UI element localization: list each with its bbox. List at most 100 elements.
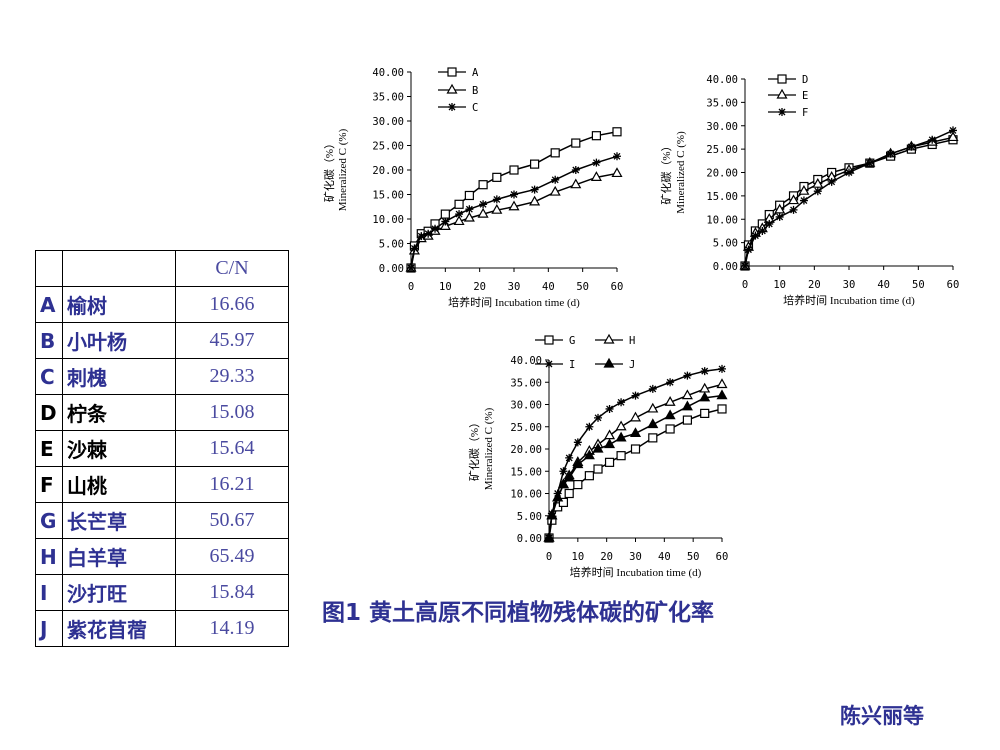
series-line: [548, 368, 723, 539]
table-cell: H: [35, 538, 63, 575]
marker: [590, 171, 602, 181]
marker: [479, 200, 488, 209]
marker: [907, 142, 916, 151]
marker: [629, 411, 642, 422]
y-tick-label: 35.00: [372, 92, 404, 104]
x-tick-label: 10: [773, 279, 786, 291]
x-tick-label: 30: [843, 279, 856, 291]
y-tick-label: 40.00: [706, 74, 738, 86]
y-tick-label: 40.00: [510, 355, 542, 367]
marker: [455, 210, 464, 219]
marker: [777, 74, 787, 84]
series-line: [410, 172, 618, 269]
x-tick-label: 0: [546, 551, 552, 563]
marker: [928, 135, 937, 144]
marker: [886, 149, 895, 158]
table-cell: B: [35, 322, 63, 359]
marker: [716, 389, 728, 400]
cn-table: C/N A 榆树 16.66 B 小叶杨 45.97 C 刺槐 29.33 D 柠条 15.08 E 沙棘 1…: [35, 250, 289, 647]
series-line: [744, 129, 954, 267]
marker: [592, 442, 604, 453]
legend-label: I: [569, 359, 575, 371]
marker: [545, 360, 553, 368]
table-cell: 15.84: [175, 574, 289, 611]
marker: [550, 148, 560, 158]
table-cell: 山桃: [62, 466, 176, 503]
marker: [546, 509, 558, 520]
table-cell: 白羊草: [62, 538, 176, 575]
x-tick-label: 50: [687, 551, 700, 563]
marker: [603, 357, 615, 368]
marker: [865, 159, 874, 168]
y-tick-label: 20.00: [372, 165, 404, 177]
y-tick-label: 25.00: [372, 141, 404, 153]
marker: [648, 384, 657, 393]
marker: [593, 464, 603, 474]
legend-label: C: [472, 102, 478, 114]
x-axis-title: 培养时间 Incubation time (d): [570, 565, 702, 579]
y-tick-label: 30.00: [706, 121, 738, 133]
marker: [775, 212, 784, 221]
y-axis-title: Mineralized C (%): [675, 131, 687, 214]
table-cell: J: [35, 610, 63, 647]
table-cell: 榆树: [62, 286, 176, 323]
marker: [765, 219, 774, 228]
legend-label: D: [802, 74, 808, 86]
marker: [453, 215, 465, 226]
table-row: C 刺槐 29.33: [35, 358, 289, 395]
table-row: I 沙打旺 15.84: [35, 574, 289, 611]
y-tick-label: 10.00: [510, 489, 542, 501]
marker: [615, 431, 627, 442]
marker: [417, 232, 426, 241]
y-tick-label: 15.00: [706, 191, 738, 203]
marker: [682, 415, 693, 425]
marker: [558, 497, 569, 507]
legend-label: E: [802, 90, 808, 102]
marker: [827, 177, 836, 186]
marker: [605, 404, 614, 413]
marker: [594, 413, 603, 422]
table-row: E 沙棘 15.64: [35, 430, 289, 467]
marker: [716, 378, 728, 389]
marker: [583, 449, 595, 460]
marker: [741, 262, 749, 270]
marker: [591, 131, 602, 141]
table-cell: 小叶杨: [62, 322, 176, 359]
marker: [631, 391, 640, 400]
marker: [440, 209, 450, 219]
table-row: F 山桃 16.21: [35, 466, 289, 503]
table-cell: D: [35, 394, 63, 431]
marker: [604, 438, 616, 449]
legend-label: G: [569, 335, 575, 347]
marker: [529, 195, 541, 206]
marker: [666, 378, 675, 387]
table-cell: F: [35, 466, 63, 503]
marker: [813, 187, 822, 196]
table-cell: 16.66: [175, 286, 289, 323]
marker: [464, 190, 474, 201]
marker: [552, 491, 564, 502]
x-tick-label: 10: [572, 551, 585, 563]
marker: [544, 335, 554, 345]
x-tick-label: 0: [742, 279, 748, 291]
table-cell: 50.67: [175, 502, 289, 539]
marker: [492, 195, 501, 204]
table-cell: E: [35, 430, 63, 467]
marker: [584, 471, 594, 481]
marker: [477, 207, 489, 218]
marker: [446, 83, 458, 94]
table-cell: 沙打旺: [62, 574, 176, 611]
marker: [478, 180, 488, 190]
marker: [774, 203, 786, 214]
y-tick-label: 5.00: [713, 238, 738, 250]
table-cell: G: [35, 502, 63, 539]
marker: [949, 126, 957, 135]
marker: [492, 172, 502, 182]
marker: [447, 67, 457, 77]
y-tick-label: 10.00: [706, 214, 738, 226]
table-cell: 16.21: [175, 466, 289, 503]
marker: [744, 245, 753, 254]
x-tick-label: 50: [576, 281, 589, 293]
y-tick-label: 25.00: [510, 422, 542, 434]
x-tick-label: 60: [947, 279, 960, 291]
